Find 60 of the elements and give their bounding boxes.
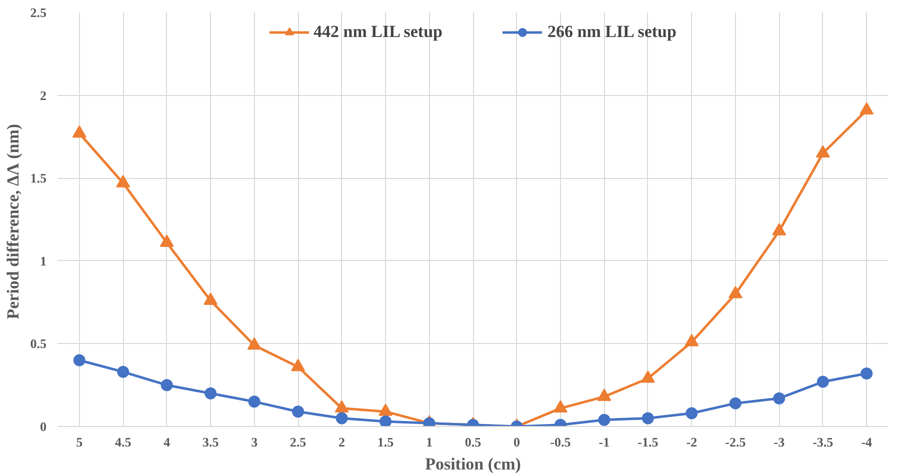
x-tick-label: 0 bbox=[513, 434, 520, 450]
point bbox=[204, 387, 217, 400]
point bbox=[72, 125, 86, 138]
point bbox=[860, 102, 874, 114]
point bbox=[160, 379, 173, 392]
x-tick-label: -3.5 bbox=[812, 434, 834, 450]
x-tick-label: -0.5 bbox=[550, 434, 572, 450]
legend-label: 442 nm LIL setup bbox=[314, 22, 442, 42]
point bbox=[334, 400, 349, 413]
point bbox=[160, 234, 174, 247]
point bbox=[248, 396, 260, 408]
x-tick-label: 5 bbox=[76, 434, 84, 450]
point bbox=[729, 397, 742, 410]
point bbox=[117, 366, 130, 378]
point bbox=[684, 334, 699, 346]
y-tick-label: 1 bbox=[40, 253, 46, 268]
point bbox=[640, 370, 655, 383]
x-tick-label: 1 bbox=[426, 434, 433, 450]
x-tick-label: 3.5 bbox=[202, 434, 220, 450]
point bbox=[380, 416, 392, 426]
point bbox=[686, 407, 698, 420]
point bbox=[336, 412, 348, 424]
point bbox=[816, 145, 830, 158]
point bbox=[73, 354, 86, 366]
point bbox=[728, 286, 742, 298]
x-axis-title: Position (cm) bbox=[425, 454, 521, 474]
y-tick-label: 1.5 bbox=[30, 170, 47, 186]
x-tick-label: 1.5 bbox=[377, 434, 394, 450]
y-tick-label: 0.5 bbox=[30, 336, 47, 352]
point bbox=[553, 400, 568, 413]
y-tick-label: 2.5 bbox=[30, 5, 47, 20]
legend-label: 266 nm LIL setup bbox=[548, 22, 676, 42]
point bbox=[598, 414, 610, 426]
point bbox=[291, 358, 306, 372]
x-tick-label: -3 bbox=[774, 434, 786, 450]
point bbox=[642, 412, 654, 424]
x-tick-label: 2.5 bbox=[290, 434, 307, 450]
x-tick-label: -1.5 bbox=[638, 434, 659, 450]
y-tick-label: 2 bbox=[40, 88, 46, 103]
point bbox=[116, 175, 130, 188]
point bbox=[292, 406, 304, 418]
x-tick-label: 4.5 bbox=[114, 434, 132, 450]
point bbox=[773, 392, 786, 404]
point bbox=[597, 388, 612, 401]
x-tick-label: -2 bbox=[686, 434, 698, 450]
point bbox=[816, 376, 829, 388]
x-tick-label: -1 bbox=[598, 434, 610, 450]
point bbox=[860, 368, 873, 380]
x-tick-label: -4 bbox=[861, 434, 873, 450]
y-axis-title: Period difference, ΔΛ (nm) bbox=[3, 124, 22, 320]
x-tick-label: 0.5 bbox=[464, 434, 482, 450]
point bbox=[204, 292, 218, 305]
point bbox=[247, 337, 262, 350]
point bbox=[772, 223, 786, 236]
x-tick-label: 3 bbox=[251, 434, 258, 450]
x-tick-label: 4 bbox=[164, 434, 171, 450]
x-tick-label: 2 bbox=[338, 434, 346, 450]
point bbox=[378, 404, 393, 416]
y-tick-label: 0 bbox=[40, 419, 46, 434]
x-tick-label: -2.5 bbox=[725, 434, 746, 450]
